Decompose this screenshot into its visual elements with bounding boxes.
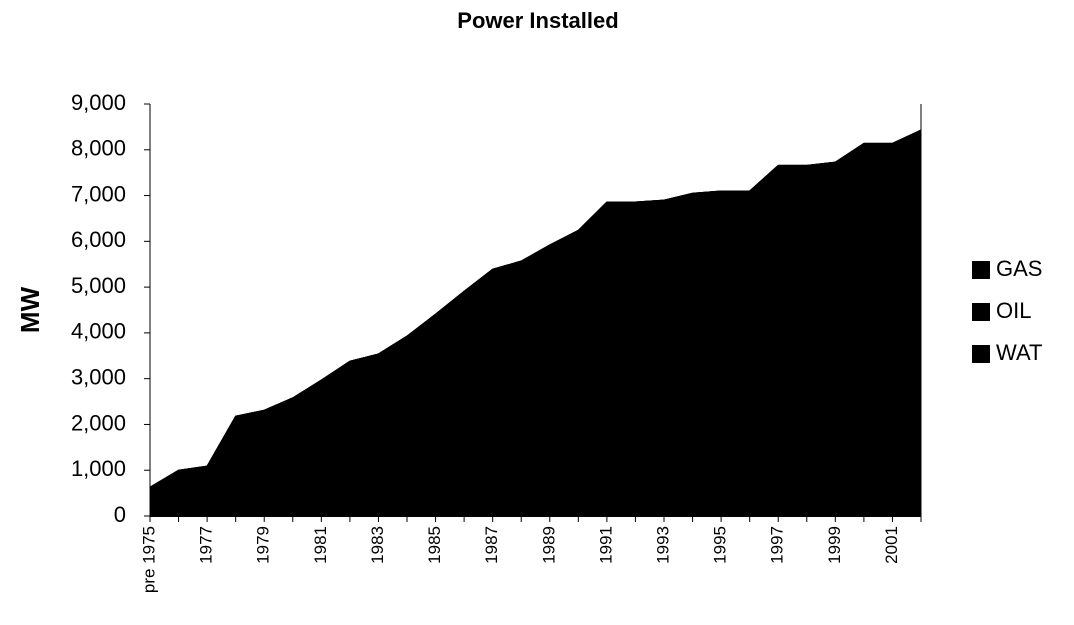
x-tick-label: 1997	[768, 526, 787, 564]
x-tick-label: 1983	[368, 526, 387, 564]
x-tick-label: 1977	[197, 526, 216, 564]
legend-swatch	[972, 261, 990, 279]
chart-title: Power Installed	[457, 8, 618, 33]
y-tick-label: 2,000	[71, 410, 126, 435]
y-tick-label: 0	[114, 502, 126, 527]
y-tick-label: 8,000	[71, 136, 126, 161]
x-tick-label: 1991	[596, 526, 615, 564]
y-axis-label: MW	[15, 286, 45, 333]
legend-label: WAT	[996, 340, 1042, 365]
legend-label: GAS	[996, 256, 1042, 281]
x-tick-label: 1981	[311, 526, 330, 564]
y-tick-label: 7,000	[71, 181, 126, 206]
y-tick-label: 5,000	[71, 273, 126, 298]
x-tick-label: pre 1975	[139, 526, 158, 593]
legend-swatch	[972, 303, 990, 321]
y-tick-label: 3,000	[71, 364, 126, 389]
x-tick-label: 1993	[653, 526, 672, 564]
y-tick-label: 1,000	[71, 456, 126, 481]
x-tick-label: 1985	[425, 526, 444, 564]
y-tick-label: 9,000	[71, 90, 126, 115]
x-tick-label: 1999	[825, 526, 844, 564]
x-tick-label: 1987	[482, 526, 501, 564]
x-tick-label: 1995	[711, 526, 730, 564]
x-tick-label: 1989	[539, 526, 558, 564]
area	[149, 129, 922, 517]
y-tick-label: 6,000	[71, 227, 126, 252]
y-tick-label: 4,000	[71, 319, 126, 344]
legend-swatch	[972, 345, 990, 363]
legend-label: OIL	[996, 298, 1031, 323]
x-tick-label: 2001	[882, 526, 901, 564]
x-tick-label: 1979	[254, 526, 273, 564]
